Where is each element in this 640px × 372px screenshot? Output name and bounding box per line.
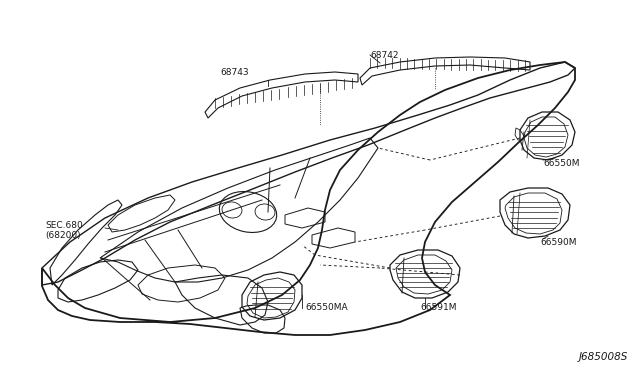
Text: SEC.680: SEC.680: [45, 221, 83, 230]
Text: (68200): (68200): [45, 231, 81, 240]
Text: 66590M: 66590M: [540, 237, 577, 247]
Text: 68743: 68743: [220, 67, 248, 77]
Text: 66550M: 66550M: [543, 158, 579, 167]
Text: 66591M: 66591M: [420, 304, 456, 312]
Text: 68742: 68742: [370, 51, 399, 60]
Text: J685008S: J685008S: [579, 352, 628, 362]
Text: 66550MA: 66550MA: [305, 304, 348, 312]
